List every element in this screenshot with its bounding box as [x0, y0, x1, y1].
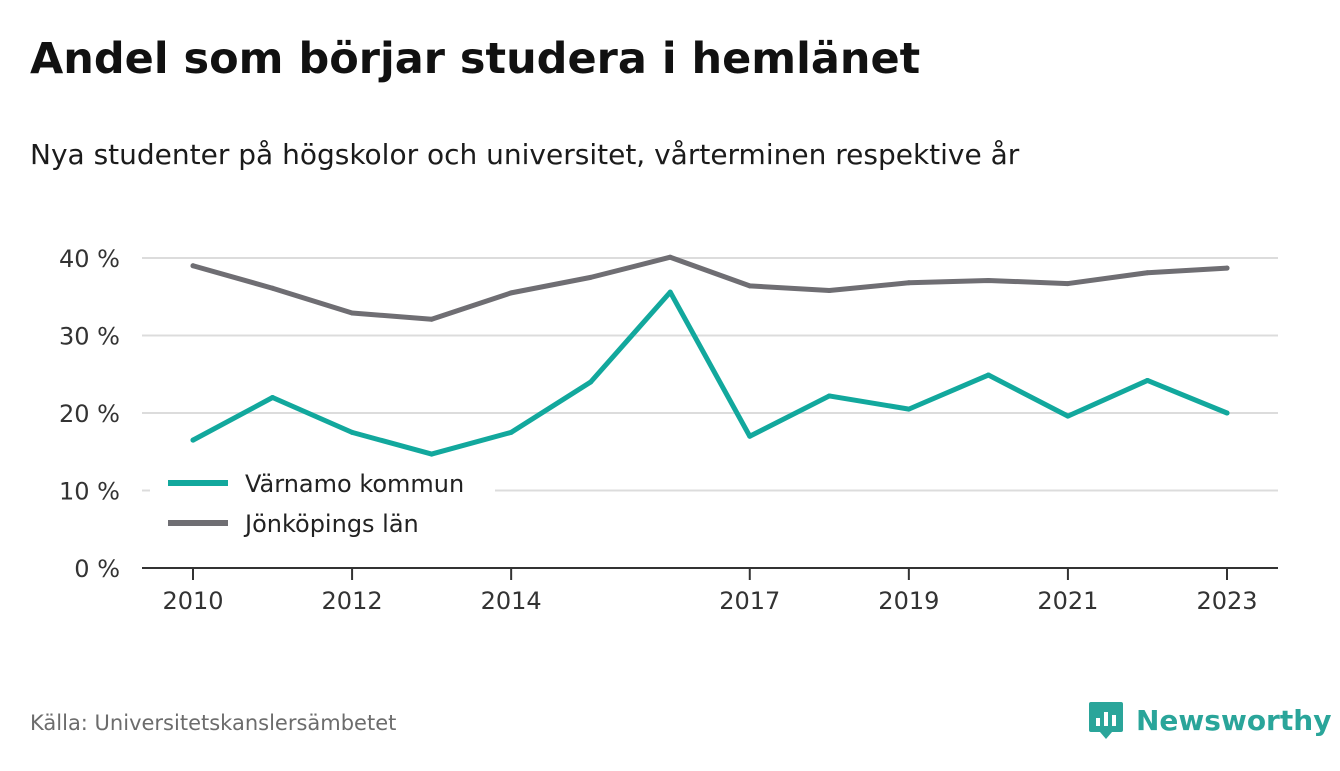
data-point — [1065, 413, 1071, 419]
source-note: Källa: Universitetskanslersämbetet — [30, 711, 397, 735]
data-point — [826, 288, 832, 294]
x-tick-label: 2017 — [719, 587, 780, 615]
x-tick-label: 2012 — [322, 587, 383, 615]
x-tick-label: 2019 — [878, 587, 939, 615]
data-point — [1065, 281, 1071, 287]
data-point — [190, 437, 196, 443]
series-line — [190, 289, 1230, 457]
newsworthy-logo-icon — [1089, 702, 1123, 739]
x-tick-label: 2010 — [162, 587, 223, 615]
data-point — [349, 310, 355, 316]
x-tick-label: 2014 — [481, 587, 542, 615]
data-point — [826, 393, 832, 399]
data-point — [508, 290, 514, 296]
y-axis-tick-labels: 0 % 10 % 20 % 30 % 40 % — [59, 245, 120, 583]
data-point — [349, 429, 355, 435]
legend-background — [150, 458, 495, 548]
data-point — [906, 406, 912, 412]
data-point — [270, 395, 276, 400]
data-point — [1144, 270, 1150, 276]
series-lines — [190, 254, 1230, 457]
data-point — [1224, 410, 1230, 416]
brand-logo: Newsworthy — [1088, 698, 1331, 742]
x-tick-label: 2021 — [1037, 587, 1098, 615]
x-tick-label: 2023 — [1196, 587, 1257, 615]
data-point — [667, 254, 673, 260]
y-tick-label: 20 % — [59, 400, 120, 428]
y-tick-label: 0 % — [74, 555, 120, 583]
y-tick-label: 10 % — [59, 478, 120, 506]
data-point — [508, 429, 514, 435]
chart-title: Andel som börjar studera i hemlänet — [30, 34, 921, 84]
chart-subtitle: Nya studenter på högskolor och universit… — [30, 138, 1020, 171]
data-point — [270, 285, 276, 291]
data-point — [985, 372, 991, 378]
data-point — [1224, 265, 1230, 271]
legend: Värnamo kommun Jönköpings län — [150, 458, 495, 548]
data-point — [190, 263, 196, 269]
data-point — [429, 451, 435, 457]
data-point — [747, 433, 753, 439]
y-tick-label: 30 % — [59, 323, 120, 351]
series-line — [190, 254, 1230, 322]
brand-name: Newsworthy — [1136, 703, 1332, 737]
data-point — [588, 274, 594, 280]
data-point — [429, 316, 435, 322]
legend-label: Värnamo kommun — [245, 470, 464, 498]
y-tick-label: 40 % — [59, 245, 120, 273]
data-point — [1144, 377, 1150, 383]
legend-label: Jönköpings län — [243, 510, 419, 538]
data-point — [985, 277, 991, 283]
x-axis: 2010 2012 2014 2017 2019 2021 2023 — [142, 567, 1278, 615]
data-point — [906, 280, 912, 286]
data-point — [747, 283, 753, 289]
data-point — [667, 289, 673, 295]
data-point — [588, 379, 594, 385]
grid-lines — [142, 257, 1278, 492]
